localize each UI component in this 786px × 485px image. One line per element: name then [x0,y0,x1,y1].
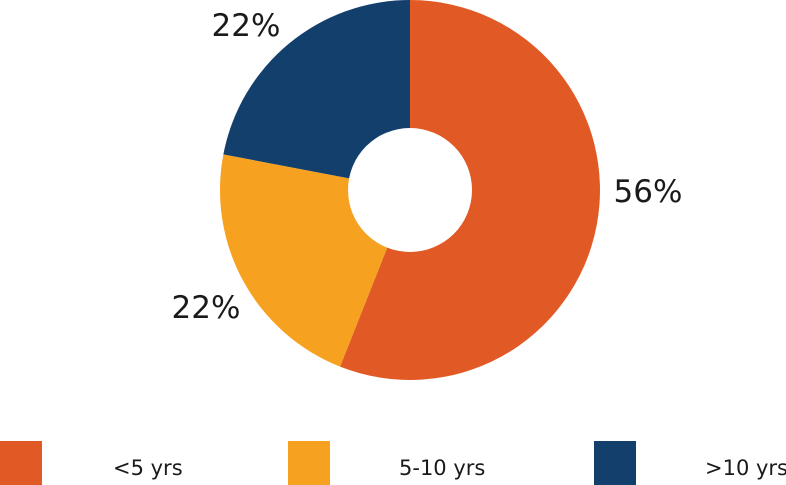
legend-label-more-than-10-yrs: >10 yrs [705,456,786,480]
legend-swatch-5-10-yrs [288,441,330,485]
slice-label-more-than-10-yrs: 22% [212,8,281,44]
legend-swatch-less-than-5-yrs [0,441,42,485]
slice-more-than-10-yrs [223,0,410,190]
donut-hole [348,128,472,252]
legend: <5 yrs 5-10 yrs >10 yrs [0,441,786,485]
slice-label-5-10-yrs: 22% [172,290,241,326]
legend-swatch-more-than-10-yrs [594,441,636,485]
legend-label-less-than-5-yrs: <5 yrs [113,456,183,480]
slice-label-less-than-5-yrs: 56% [614,174,683,210]
legend-label-5-10-yrs: 5-10 yrs [399,456,485,480]
